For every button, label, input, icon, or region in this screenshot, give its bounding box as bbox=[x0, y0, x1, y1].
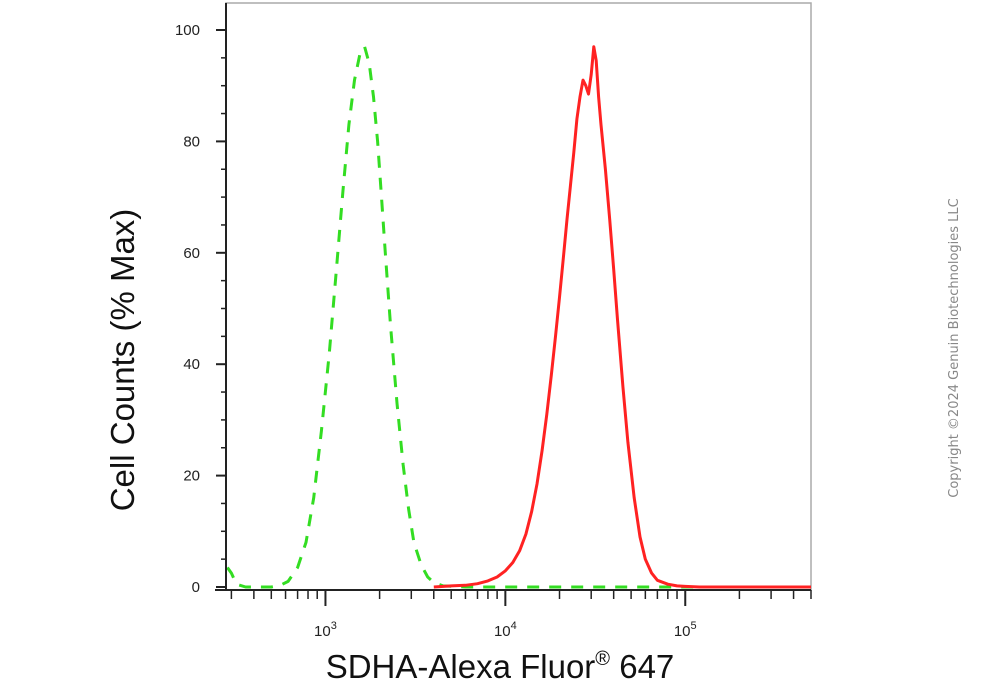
x-axis-title-suffix: 647 bbox=[610, 648, 674, 685]
y-tick-label-5: 100 bbox=[175, 22, 200, 39]
x-axis-title-registered: ® bbox=[595, 648, 610, 670]
x-ticks: 103 104 105 bbox=[230, 590, 812, 640]
series-layer bbox=[226, 45, 811, 589]
y-axis-title: Cell Counts (% Max) bbox=[104, 209, 141, 512]
x-axis-title-main: SDHA-Alexa Fluor bbox=[326, 648, 596, 685]
x-tick-label-1: 104 bbox=[494, 620, 517, 640]
y-tick-label-1: 20 bbox=[183, 468, 200, 485]
series-1-solid-line bbox=[433, 45, 811, 589]
x-tick-label-2: 105 bbox=[674, 620, 697, 640]
x-axis-title: SDHA-Alexa Fluor® 647 bbox=[326, 648, 675, 685]
y-tick-label-3: 60 bbox=[183, 245, 200, 262]
y-tick-label-2: 40 bbox=[183, 356, 200, 373]
copyright-notice: Copyright ©2024 Genuin Biotechnologies L… bbox=[947, 198, 962, 497]
y-ticks: 0 20 40 60 80 100 bbox=[175, 22, 226, 596]
series-0-dashed-line bbox=[226, 45, 811, 589]
x-tick-label-0: 103 bbox=[314, 620, 337, 640]
y-tick-label-0: 0 bbox=[192, 579, 200, 596]
y-tick-label-4: 80 bbox=[183, 133, 200, 150]
